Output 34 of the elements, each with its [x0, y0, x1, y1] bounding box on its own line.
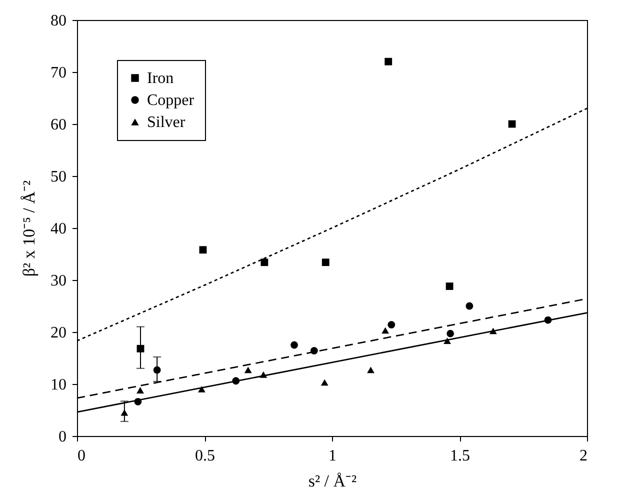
point	[322, 258, 330, 266]
y-tick-label: 20	[50, 324, 66, 342]
point	[382, 327, 390, 334]
point	[446, 282, 454, 290]
point	[446, 330, 454, 338]
x-axis-title: s² / Å⁻²	[308, 472, 357, 490]
legend-label: Silver	[147, 114, 186, 131]
y-tick-label: 0	[58, 428, 66, 446]
x-tick-label: 0.5	[195, 448, 215, 464]
x-tick-label: 1	[328, 448, 336, 464]
y-tick-label: 40	[50, 220, 66, 238]
point	[388, 321, 396, 328]
point	[136, 387, 144, 394]
y-tick-label: 10	[50, 376, 66, 394]
point	[290, 341, 298, 349]
x-tick-label: 0	[78, 448, 86, 464]
point	[367, 366, 374, 374]
legend-label: Iron	[147, 70, 174, 87]
y-axis-title: β² x 10⁻⁵ / Å⁻²	[20, 180, 38, 277]
point	[260, 258, 268, 266]
x-tick-label: 2	[580, 448, 588, 464]
point	[466, 302, 474, 310]
y-tick-label: 60	[50, 116, 66, 134]
point	[244, 366, 252, 374]
point	[320, 379, 328, 386]
y-tick-label: 70	[50, 64, 66, 82]
y-tick-label: 30	[50, 272, 66, 290]
legend-label: Copper	[147, 92, 195, 109]
y-tick-label: 80	[50, 12, 66, 30]
point	[384, 58, 392, 66]
x-tick-label: 1.5	[450, 448, 470, 464]
point	[198, 386, 206, 392]
y-tick-label: 50	[50, 168, 66, 186]
point	[199, 246, 207, 254]
